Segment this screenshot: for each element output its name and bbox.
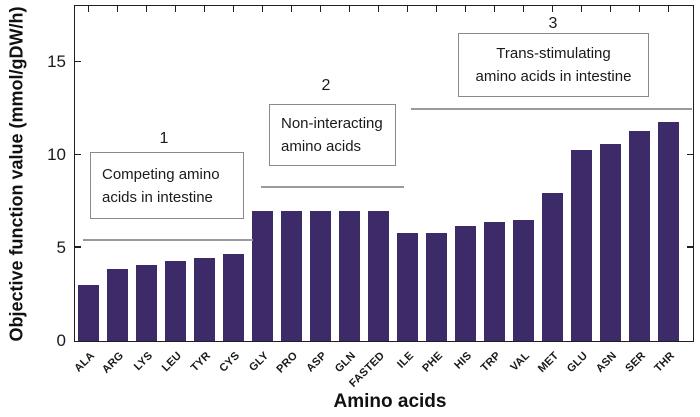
group-1-bracket-line xyxy=(83,239,253,241)
bar-LEU xyxy=(164,261,187,341)
bar-MET xyxy=(541,192,564,341)
x-tick-mark xyxy=(464,6,467,12)
bar-TRP xyxy=(483,222,506,341)
bar-HIS xyxy=(454,225,477,341)
group-1-number: 1 xyxy=(159,130,169,147)
y-tick-mark xyxy=(75,246,81,248)
y-tick-mark-right xyxy=(687,153,693,156)
x-tick-mark xyxy=(493,6,496,12)
group-1-label-box: Competing amino acids in intestine xyxy=(90,152,244,219)
x-tick-mark xyxy=(435,6,438,12)
x-tick-mark xyxy=(319,6,322,12)
bar-SER xyxy=(628,131,651,341)
group-1-label-line: Competing amino xyxy=(102,165,220,183)
x-tick-mark xyxy=(116,6,119,12)
bar-THR xyxy=(657,122,680,341)
x-tick-mark xyxy=(609,6,612,12)
bar-ILE xyxy=(396,233,419,341)
x-tick-mark xyxy=(232,6,235,12)
x-tick-mark xyxy=(174,6,177,12)
y-axis-title: Objective function value (mmol/gDW/h) xyxy=(6,6,27,342)
group-2-label-line: amino acids xyxy=(281,138,362,155)
y-tick-label-15: 15 xyxy=(47,52,66,72)
bar-ARG xyxy=(106,268,129,341)
x-tick-mark xyxy=(638,6,641,12)
bar-CYS xyxy=(222,253,245,341)
bar-PHE xyxy=(425,233,448,341)
group-2-label-line: Non-interacting xyxy=(281,115,383,132)
group-3-label-line: Trans-stimulating xyxy=(496,45,611,62)
group-3-label-box: Trans-stimulating amino acids in intestin… xyxy=(458,33,649,97)
group-2-bracket-line xyxy=(261,186,404,188)
bar-VAL xyxy=(512,220,535,341)
x-tick-mark xyxy=(377,6,380,12)
x-tick-mark xyxy=(203,6,206,12)
group-1-label-line: acids in intestine xyxy=(102,188,213,206)
x-tick-mark xyxy=(580,6,583,12)
y-tick-mark-right xyxy=(687,246,693,248)
bar-GLN xyxy=(338,211,361,341)
y-tick-mark xyxy=(75,60,81,63)
y-tick-label-10: 10 xyxy=(47,144,66,164)
x-tick-mark xyxy=(667,6,670,12)
bar-TYR xyxy=(193,257,216,341)
group-2-label-box: Non-interacting amino acids xyxy=(269,104,396,166)
group-2-number: 2 xyxy=(321,77,331,94)
y-tick-label-0: 0 xyxy=(56,330,66,350)
bar-LYS xyxy=(135,264,158,341)
plot-area: Competing amino acids in intestine 1 Non-in… xyxy=(74,5,694,342)
group-3-bracket-line xyxy=(411,108,692,110)
x-tick-mark xyxy=(406,6,409,12)
x-tick-mark xyxy=(290,6,293,12)
x-tick-mark xyxy=(145,6,148,12)
y-tick-label-5: 5 xyxy=(56,237,66,257)
x-axis-title: Amino acids xyxy=(333,391,447,412)
x-tick-mark xyxy=(522,6,525,12)
bar-ASN xyxy=(599,144,622,341)
bar-GLY xyxy=(251,211,274,341)
bar-GLU xyxy=(570,149,593,341)
group-3-label-line: amino acids in intestine xyxy=(475,68,632,85)
bar-FASTED xyxy=(367,211,390,341)
x-tick-mark xyxy=(348,6,351,12)
y-tick-mark xyxy=(75,153,81,156)
bar-ALA xyxy=(77,285,100,341)
x-tick-mark xyxy=(551,6,554,12)
bar-PRO xyxy=(280,211,303,341)
group-3-number: 3 xyxy=(548,15,558,32)
bar-ASP xyxy=(309,211,332,341)
x-tick-mark xyxy=(87,6,90,12)
x-tick-mark xyxy=(261,6,264,12)
